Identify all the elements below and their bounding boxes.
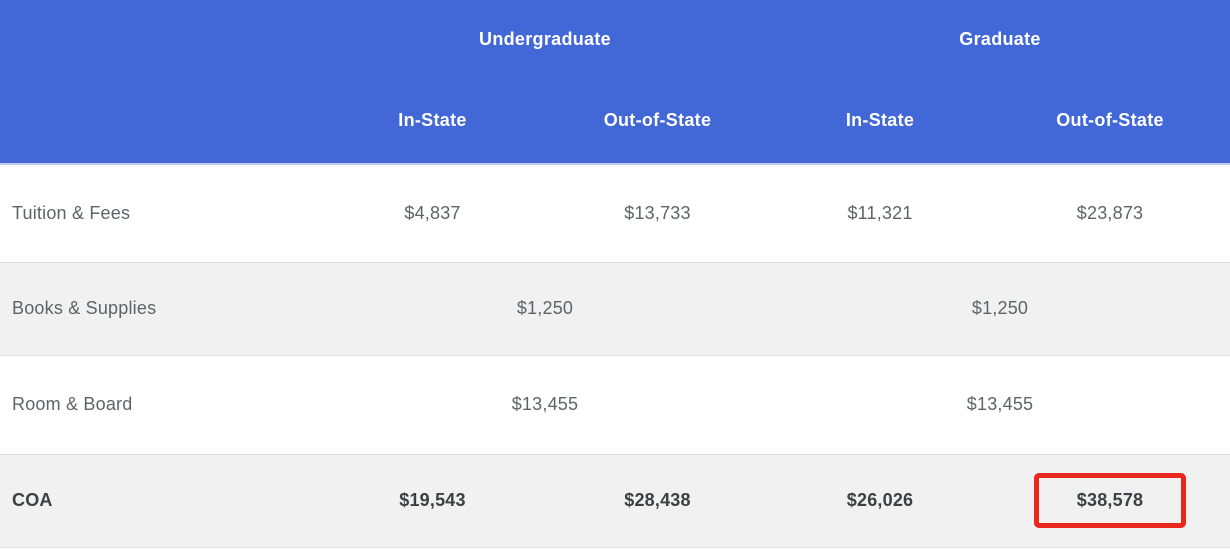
column-header-gr-in-state: In-State xyxy=(770,78,991,165)
cell-coa-gr-in-state: $26,026 xyxy=(770,454,991,547)
group-header-undergraduate: Undergraduate xyxy=(320,0,771,78)
cell-room-undergraduate: $13,455 xyxy=(320,355,771,454)
group-header-graduate: Graduate xyxy=(770,0,1230,78)
column-header-ug-in-state: In-State xyxy=(320,78,545,165)
table-body: Tuition & Fees $4,837 $13,733 $11,321 $2… xyxy=(0,164,1230,547)
cell-books-graduate: $1,250 xyxy=(770,262,1230,355)
cell-coa-gr-out-of-state: $38,578 xyxy=(990,454,1230,547)
cell-tuition-ug-out-of-state: $13,733 xyxy=(545,164,771,262)
row-label-books-supplies: Books & Supplies xyxy=(0,262,320,355)
group-header-row: Undergraduate Graduate xyxy=(0,0,1230,78)
table-header: Undergraduate Graduate In-State Out-of-S… xyxy=(0,0,1230,165)
column-header-empty-cell xyxy=(0,78,320,165)
highlighted-value: $38,578 xyxy=(1076,490,1144,510)
cell-tuition-gr-out-of-state: $23,873 xyxy=(990,164,1230,262)
table-row-coa: COA $19,543 $28,438 $26,026 $38,578 xyxy=(0,454,1230,547)
group-header-empty-cell xyxy=(0,0,320,78)
table-row-room-board: Room & Board $13,455 $13,455 xyxy=(0,355,1230,454)
cell-books-undergraduate: $1,250 xyxy=(320,262,771,355)
row-label-room-board: Room & Board xyxy=(0,355,320,454)
highlight-annotation-box: $38,578 xyxy=(1033,473,1187,528)
cell-room-graduate: $13,455 xyxy=(770,355,1230,454)
column-header-gr-out-of-state: Out-of-State xyxy=(990,78,1230,165)
cell-tuition-ug-in-state: $4,837 xyxy=(320,164,545,262)
row-label-coa: COA xyxy=(0,454,320,547)
table-row-books-supplies: Books & Supplies $1,250 $1,250 xyxy=(0,262,1230,355)
table-row-tuition-fees: Tuition & Fees $4,837 $13,733 $11,321 $2… xyxy=(0,164,1230,262)
row-label-tuition-fees: Tuition & Fees xyxy=(0,164,320,262)
column-header-row: In-State Out-of-State In-State Out-of-St… xyxy=(0,78,1230,165)
cell-coa-ug-out-of-state: $28,438 xyxy=(545,454,771,547)
cell-tuition-gr-in-state: $11,321 xyxy=(770,164,991,262)
cell-coa-ug-in-state: $19,543 xyxy=(320,454,545,547)
column-header-ug-out-of-state: Out-of-State xyxy=(545,78,771,165)
